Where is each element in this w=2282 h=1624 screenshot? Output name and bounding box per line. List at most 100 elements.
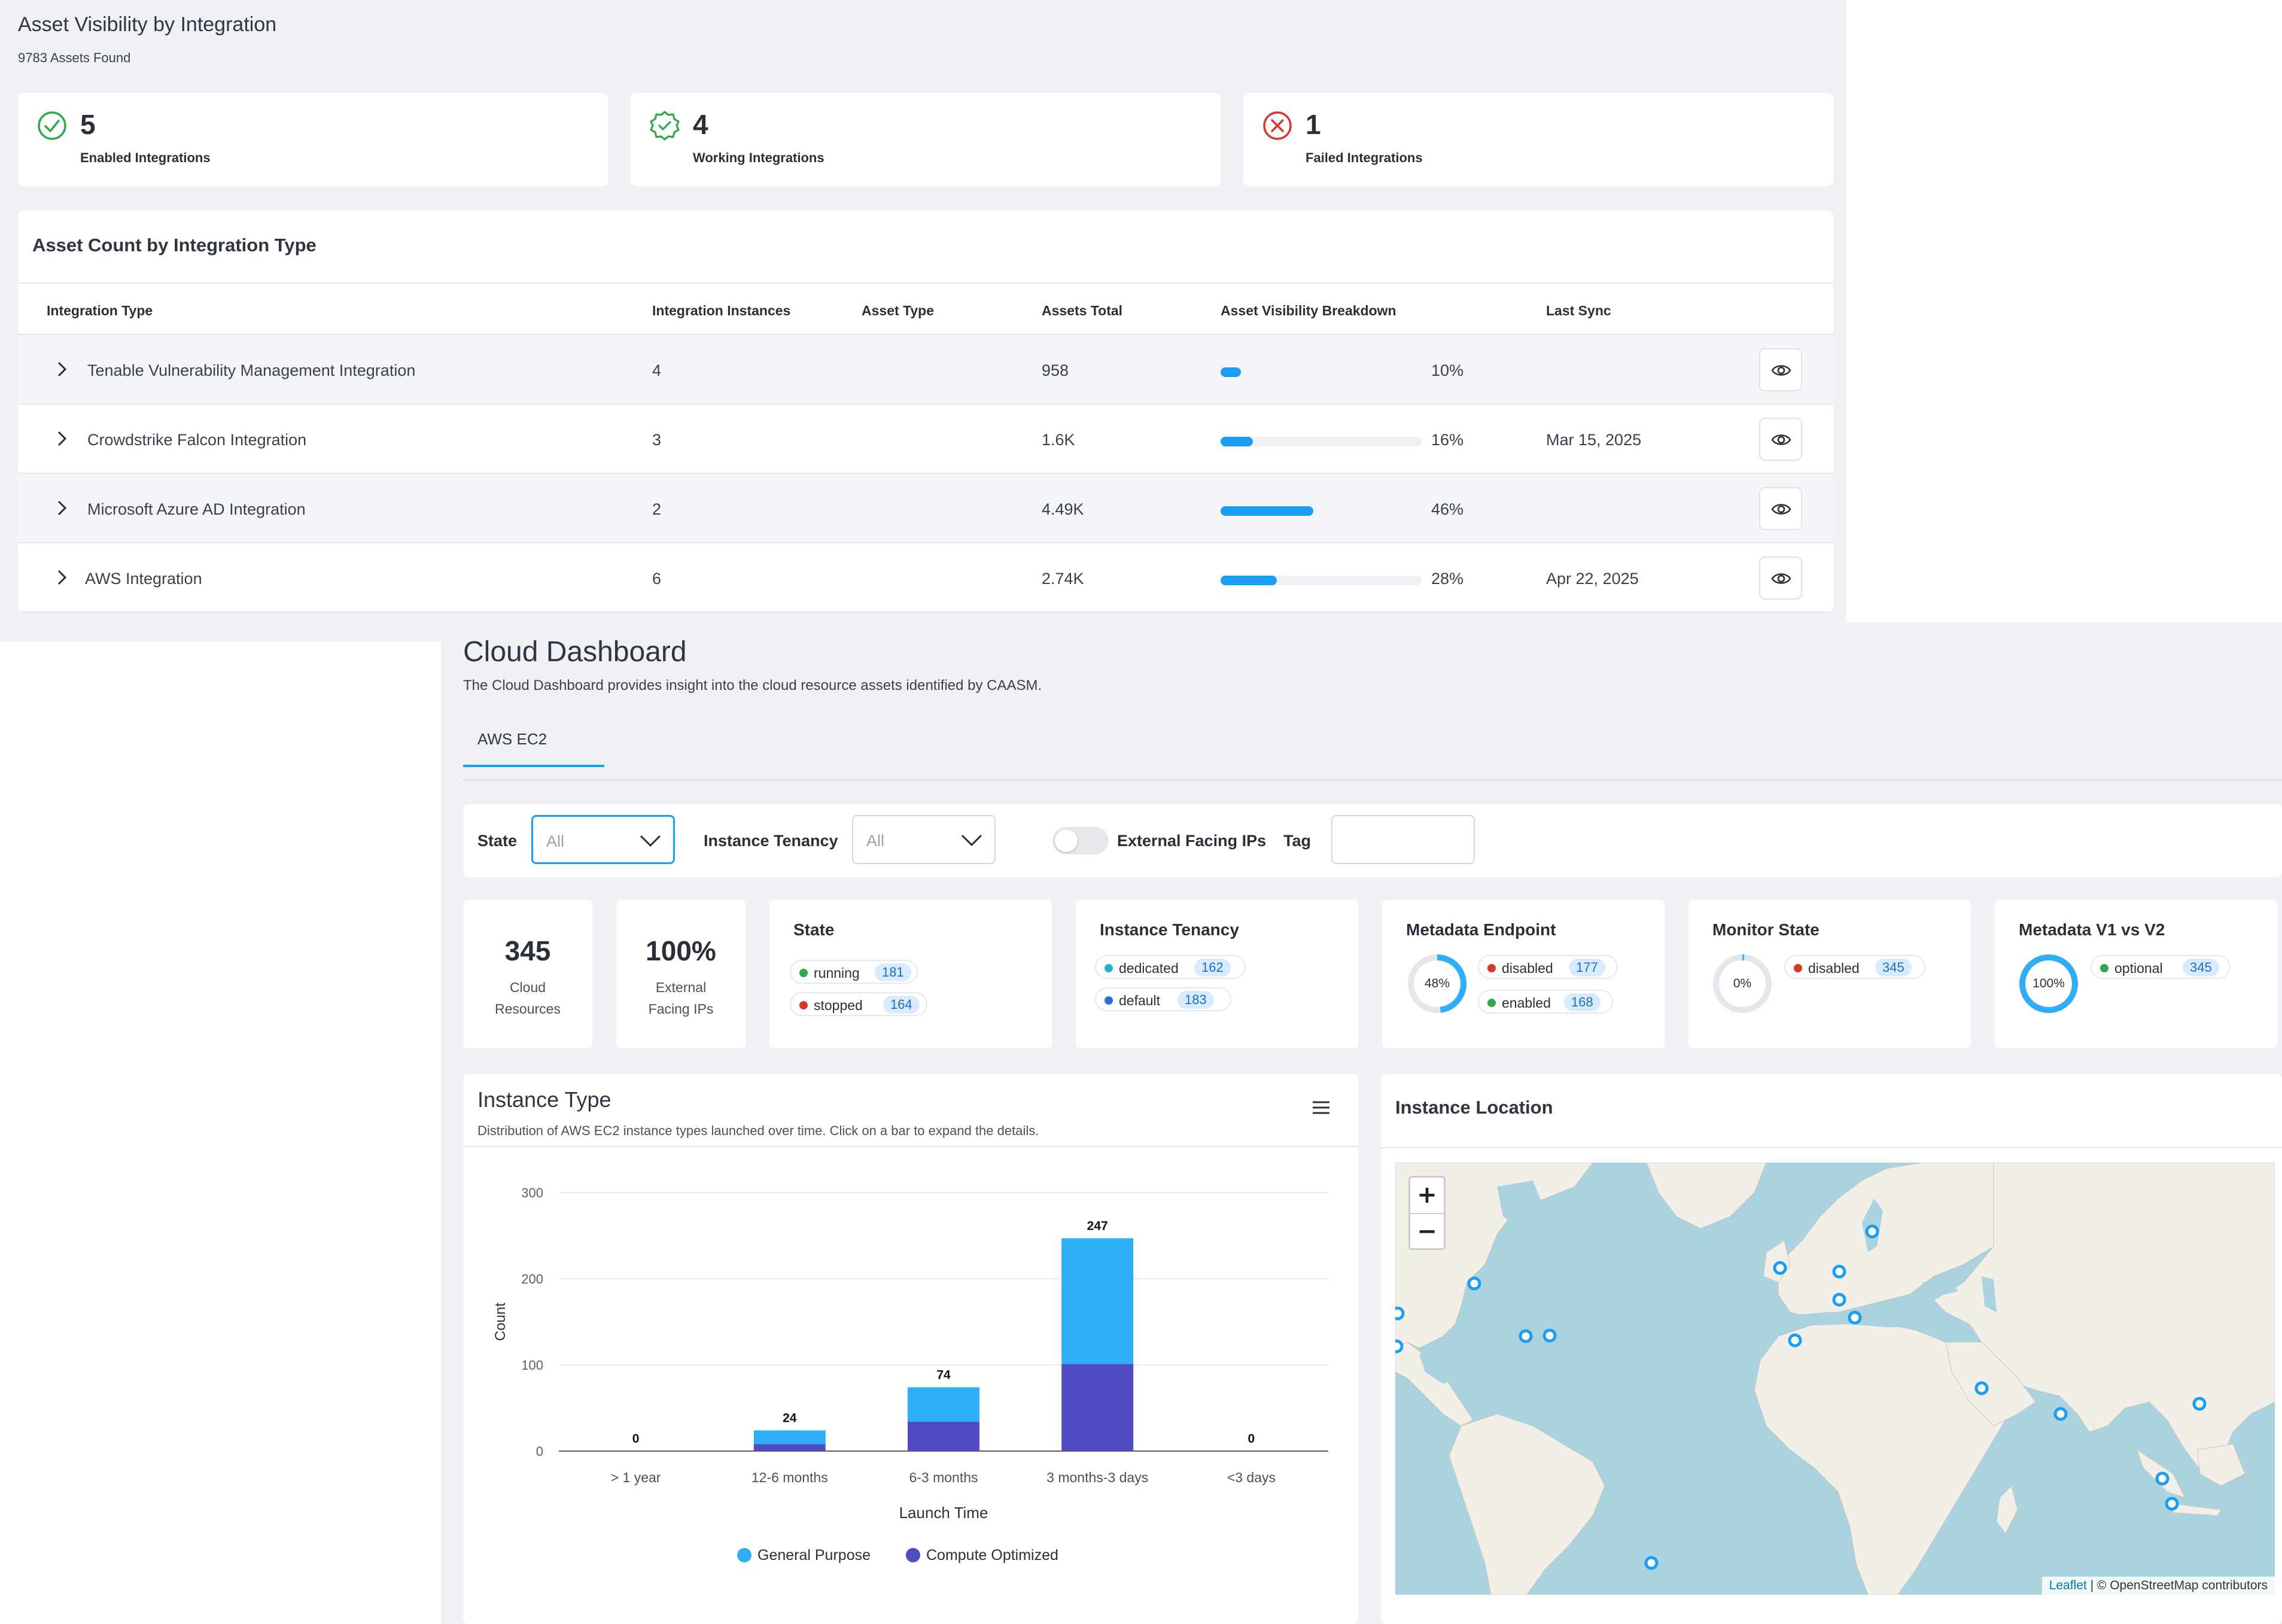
column-header[interactable]: Integration Instances bbox=[652, 303, 791, 318]
map-marker[interactable] bbox=[2192, 1397, 2207, 1411]
progress-fill bbox=[1221, 506, 1313, 516]
status-dot bbox=[2100, 964, 2108, 972]
view-details-button[interactable] bbox=[1759, 348, 1802, 391]
donut-arc bbox=[1408, 954, 1466, 1013]
map-attribution: Leaflet | © OpenStreetMap contributors bbox=[2041, 1577, 2275, 1595]
map-marker[interactable] bbox=[1832, 1264, 1846, 1279]
view-details-button[interactable] bbox=[1759, 487, 1802, 530]
chip-label: disabled bbox=[1808, 960, 1860, 976]
map-marker[interactable] bbox=[1395, 1339, 1404, 1354]
eye-icon bbox=[1771, 434, 1791, 445]
map-marker[interactable] bbox=[2155, 1471, 2170, 1486]
y-axis-label: Count bbox=[492, 1303, 509, 1341]
visibility-progress-bar bbox=[1221, 437, 1422, 446]
zoom-in-button[interactable]: + bbox=[1417, 1181, 1437, 1209]
column-header[interactable]: Asset Visibility Breakdown bbox=[1221, 303, 1396, 318]
donut-percent: 0% bbox=[1733, 977, 1752, 990]
cloud-resources-card: 345 Cloud Resources bbox=[463, 900, 592, 1048]
map-marker[interactable] bbox=[2165, 1497, 2179, 1511]
column-header[interactable]: Integration Type bbox=[47, 303, 153, 318]
bar-segment[interactable] bbox=[908, 1422, 979, 1451]
legend-label: Compute Optimized bbox=[926, 1547, 1058, 1564]
tenancy-select[interactable]: All bbox=[852, 815, 996, 864]
chevron-right-icon[interactable] bbox=[53, 568, 71, 586]
status-dot bbox=[1105, 964, 1113, 972]
tab-aws-ec2[interactable]: AWS EC2 bbox=[463, 730, 604, 767]
label-line: External bbox=[655, 980, 707, 995]
table-row[interactable]: Microsoft Azure AD Integration 2 4.49K 4… bbox=[18, 474, 1833, 543]
metadata-endpoint-donut bbox=[1408, 954, 1466, 1013]
landmass-asia bbox=[1933, 1163, 2275, 1474]
y-tick-label: 300 bbox=[521, 1185, 543, 1200]
map-marker[interactable] bbox=[2053, 1407, 2068, 1421]
map-marker[interactable] bbox=[1773, 1261, 1787, 1275]
metadata-chip-disabled[interactable]: disabled 177 bbox=[1478, 955, 1618, 979]
card-divider bbox=[1381, 1147, 2282, 1148]
chevron-right-icon[interactable] bbox=[53, 360, 71, 378]
stat-value: 4 bbox=[693, 109, 708, 140]
leaflet-link[interactable]: Leaflet bbox=[2049, 1579, 2087, 1592]
table-row[interactable]: Crowdstrike Falcon Integration 3 1.6K 16… bbox=[18, 405, 1833, 474]
table-row[interactable]: Tenable Vulnerability Management Integra… bbox=[18, 335, 1833, 405]
column-header[interactable]: Asset Type bbox=[862, 303, 935, 318]
chevron-down-icon bbox=[961, 834, 982, 847]
map-marker[interactable] bbox=[1865, 1224, 1879, 1239]
instance-type-bar-chart[interactable]: 0 100 200 300 Count 0 > 1 year 24 12-6 months 74 6… bbox=[463, 1074, 1358, 1624]
breakdown-percent: 10% bbox=[1431, 361, 1464, 379]
state-chip-stopped[interactable]: stopped 164 bbox=[790, 992, 927, 1016]
metadata-v1-v2-card: Metadata V1 vs V2 100% optional 345 bbox=[1995, 900, 2277, 1048]
chip-count: 345 bbox=[1875, 959, 1912, 977]
world-map[interactable]: + − bbox=[1395, 1163, 2275, 1595]
view-details-button[interactable] bbox=[1759, 418, 1802, 461]
chip-label: default bbox=[1119, 993, 1161, 1008]
bar-segment[interactable] bbox=[1061, 1238, 1134, 1364]
x-tick-label: 12-6 months bbox=[751, 1470, 828, 1485]
map-marker[interactable] bbox=[1832, 1292, 1846, 1307]
zoom-out-button[interactable]: − bbox=[1417, 1218, 1437, 1245]
map-marker[interactable] bbox=[1788, 1333, 1802, 1348]
tag-input[interactable] bbox=[1331, 815, 1475, 864]
external-ips-toggle[interactable] bbox=[1052, 827, 1109, 854]
tenancy-chip-dedicated[interactable]: dedicated 162 bbox=[1095, 955, 1246, 979]
hamburger-menu-icon[interactable] bbox=[1313, 1100, 1329, 1115]
map-marker[interactable] bbox=[1974, 1381, 1989, 1395]
table-row[interactable]: AWS Integration 6 2.74K 28% Apr 22, 2025 bbox=[18, 543, 1833, 613]
metadata-chip-enabled[interactable]: enabled 168 bbox=[1478, 990, 1613, 1014]
status-dot bbox=[799, 1001, 808, 1009]
integration-type-cell: Crowdstrike Falcon Integration bbox=[87, 431, 307, 449]
state-chip-running[interactable]: running 181 bbox=[790, 960, 918, 984]
chevron-right-icon[interactable] bbox=[53, 499, 71, 517]
metadata-endpoint-card: Metadata Endpoint 48% disabled 177 enabl… bbox=[1382, 900, 1665, 1048]
map-marker[interactable] bbox=[1644, 1556, 1659, 1570]
state-select[interactable]: All bbox=[531, 815, 675, 864]
bar-segment[interactable] bbox=[753, 1430, 826, 1444]
donut-percent: 48% bbox=[1424, 977, 1450, 990]
monitor-chip-disabled[interactable]: disabled 345 bbox=[1784, 955, 1925, 979]
assets-total-cell: 2.74K bbox=[1042, 570, 1084, 588]
bar-segment[interactable] bbox=[908, 1387, 979, 1422]
status-dot bbox=[1487, 964, 1496, 972]
map-marker[interactable] bbox=[1542, 1328, 1557, 1343]
asset-visibility-panel: Asset Visibility by Integration 9783 Ass… bbox=[0, 0, 1846, 641]
column-header[interactable]: Last Sync bbox=[1546, 303, 1611, 318]
landmass-arabia bbox=[1945, 1342, 2036, 1427]
bar-segment[interactable] bbox=[753, 1444, 826, 1451]
map-marker[interactable] bbox=[1848, 1310, 1862, 1325]
chevron-right-icon[interactable] bbox=[53, 430, 71, 448]
map-marker[interactable] bbox=[1395, 1306, 1405, 1321]
landmass-borneo bbox=[2196, 1443, 2246, 1486]
tenancy-chip-default[interactable]: default 183 bbox=[1095, 987, 1231, 1011]
chip-count: 181 bbox=[875, 963, 911, 981]
state-filter-label: State bbox=[477, 832, 518, 850]
external-ips-label: External Facing IPs bbox=[1117, 832, 1267, 850]
map-marker[interactable] bbox=[1519, 1329, 1533, 1343]
bar-segment[interactable] bbox=[1061, 1364, 1134, 1451]
table-header: Integration Type Integration Instances A… bbox=[18, 282, 1833, 335]
instance-location-card: Instance Location bbox=[1381, 1074, 2282, 1624]
enabled-integrations-card: 5 Enabled Integrations bbox=[18, 93, 608, 186]
bar-total-label: 74 bbox=[936, 1368, 951, 1382]
column-header[interactable]: Assets Total bbox=[1042, 303, 1123, 318]
view-details-button[interactable] bbox=[1759, 556, 1802, 600]
map-marker[interactable] bbox=[1467, 1276, 1481, 1291]
metav-chip-optional[interactable]: optional 345 bbox=[2091, 955, 2231, 979]
